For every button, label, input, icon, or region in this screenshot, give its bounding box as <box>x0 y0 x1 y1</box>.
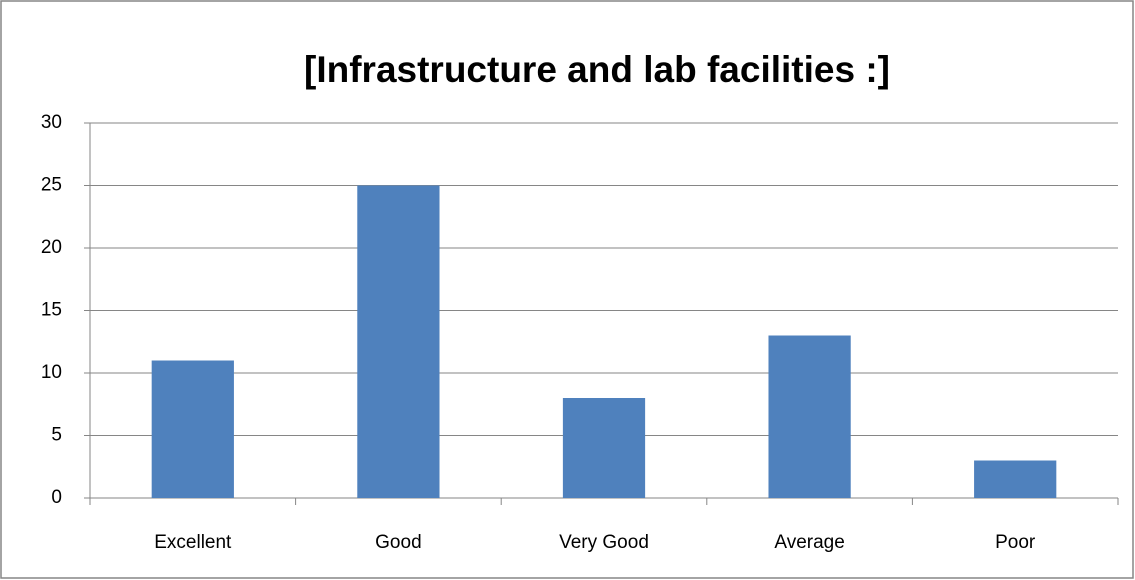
x-tick-label: Good <box>375 532 421 553</box>
x-tick-label: Poor <box>995 532 1036 553</box>
bar <box>357 185 440 498</box>
y-tick-label: 20 <box>41 237 62 258</box>
bar <box>974 460 1057 498</box>
y-tick-label: 25 <box>41 175 62 196</box>
bar <box>562 398 646 498</box>
x-tick-label: Very Good <box>559 532 649 553</box>
bar <box>151 360 234 498</box>
y-tick-label: 30 <box>41 112 62 133</box>
y-tick-label: 5 <box>51 425 62 446</box>
x-tick-label: Excellent <box>154 532 232 553</box>
y-tick-label: 10 <box>41 362 62 383</box>
x-tick-label: Average <box>774 532 844 553</box>
bar <box>768 335 851 498</box>
chart-title: [Infrastructure and lab facilities :] <box>304 49 890 90</box>
y-tick-label: 0 <box>51 487 62 508</box>
y-tick-label: 15 <box>41 300 62 321</box>
